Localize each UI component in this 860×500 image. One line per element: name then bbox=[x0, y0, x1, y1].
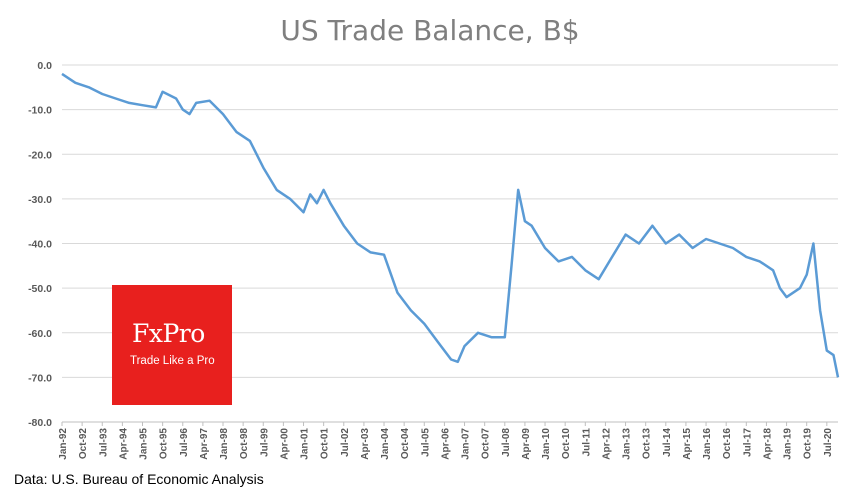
y-tick-label: 0.0 bbox=[37, 60, 52, 72]
x-tick-label: Jul-11 bbox=[581, 428, 592, 457]
fxpro-logo: FxPro Trade Like a Pro bbox=[112, 285, 232, 405]
y-tick-label: -40.0 bbox=[28, 239, 52, 251]
x-tick-label: Apr-18 bbox=[762, 428, 773, 460]
x-tick-label: Jul-99 bbox=[259, 428, 270, 457]
x-tick-label: Jan-16 bbox=[702, 428, 713, 460]
x-tick-label: Jan-19 bbox=[783, 428, 794, 460]
y-tick-label: -30.0 bbox=[28, 194, 52, 206]
x-tick-label: Apr-00 bbox=[279, 428, 290, 460]
x-tick-label: Apr-97 bbox=[199, 428, 210, 460]
x-tick-label: Jul-05 bbox=[420, 428, 431, 457]
y-axis-tick-labels: 0.0 -10.0 -20.0 -30.0 -40.0 -50.0 -60.0 -70.0 -8… bbox=[28, 60, 52, 429]
x-tick-label: Oct-19 bbox=[803, 428, 814, 460]
y-tick-label: -70.0 bbox=[28, 372, 52, 384]
x-tick-label: Oct-98 bbox=[239, 428, 250, 460]
x-tick-label: Oct-07 bbox=[481, 428, 492, 460]
x-tick-label: Jul-08 bbox=[501, 428, 512, 457]
x-tick-label: Jul-02 bbox=[340, 428, 351, 457]
y-tick-label: -20.0 bbox=[28, 149, 52, 161]
x-tick-label: Jan-04 bbox=[380, 428, 391, 460]
source-note: Data: U.S. Bureau of Economic Analysis bbox=[14, 471, 264, 487]
y-tick-label: -50.0 bbox=[28, 283, 52, 295]
x-axis-tick-labels: Jan-92 Oct-92 Jul-93 Apr-94 Jan-95 Oct-95 Jul-… bbox=[58, 422, 834, 460]
x-tick-label: Jan-10 bbox=[541, 428, 552, 460]
chart-title: US Trade Balance, B$ bbox=[280, 14, 580, 47]
x-tick-label: Jul-17 bbox=[742, 428, 753, 457]
x-tick-label: Oct-01 bbox=[320, 428, 331, 460]
y-tick-label: -10.0 bbox=[28, 105, 52, 117]
x-tick-label: Jul-93 bbox=[98, 428, 109, 457]
x-tick-label: Oct-04 bbox=[400, 428, 411, 460]
x-tick-label: Jan-98 bbox=[219, 428, 230, 460]
series-group bbox=[61, 72, 840, 378]
x-tick-label: Jan-01 bbox=[300, 428, 311, 460]
x-tick-label: Jul-14 bbox=[662, 428, 673, 457]
x-tick-label: Jan-13 bbox=[622, 428, 633, 460]
y-tick-label: -80.0 bbox=[28, 417, 52, 429]
x-tick-label: Apr-03 bbox=[360, 428, 371, 460]
x-tick-label: Oct-16 bbox=[722, 428, 733, 460]
x-tick-label: Apr-12 bbox=[601, 428, 612, 460]
series-line bbox=[61, 72, 840, 378]
x-tick-label: Apr-94 bbox=[118, 428, 129, 460]
x-tick-label: Oct-95 bbox=[159, 428, 170, 460]
logo-tagline: Trade Like a Pro bbox=[130, 355, 215, 367]
x-tick-label: Apr-09 bbox=[521, 428, 532, 460]
logo-brand: FxPro bbox=[132, 319, 205, 348]
y-tick-label: -60.0 bbox=[28, 328, 52, 340]
x-tick-label: Jan-07 bbox=[461, 428, 472, 460]
x-tick-label: Apr-06 bbox=[440, 428, 451, 460]
x-tick-label: Jan-95 bbox=[139, 428, 150, 460]
x-tick-label: Jul-96 bbox=[179, 428, 190, 457]
x-tick-label: Oct-92 bbox=[78, 428, 89, 460]
x-tick-label: Oct-13 bbox=[642, 428, 653, 460]
x-tick-label: Oct-10 bbox=[561, 428, 572, 460]
x-tick-label: Apr-15 bbox=[682, 428, 693, 460]
x-tick-label: Jan-92 bbox=[58, 428, 69, 460]
x-tick-label: Jul-20 bbox=[823, 428, 834, 457]
